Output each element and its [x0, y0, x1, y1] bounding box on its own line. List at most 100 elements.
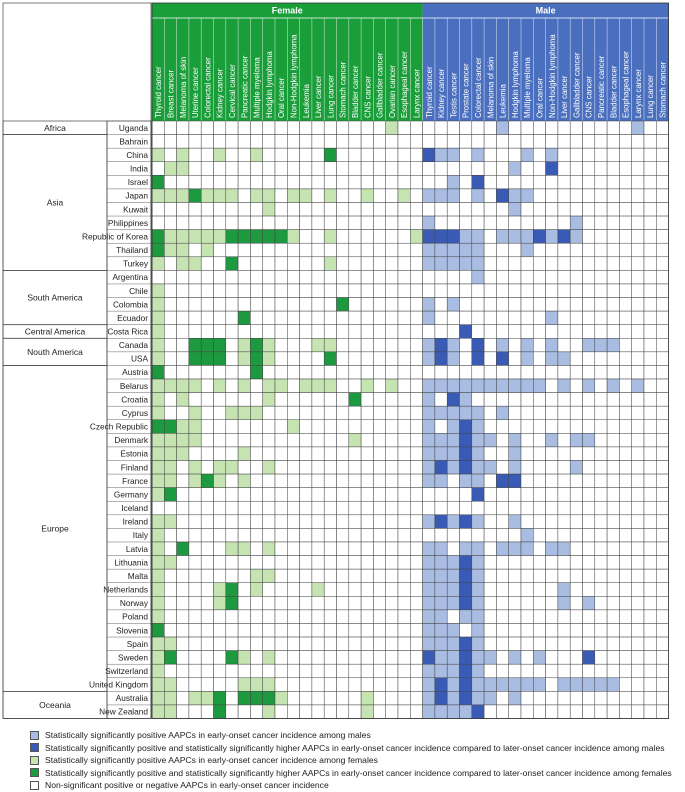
heatmap-cell: [348, 338, 362, 353]
heatmap-cell: [262, 568, 276, 583]
heatmap-cell: [410, 215, 423, 230]
heatmap-cell: [410, 229, 423, 244]
heatmap-cell: [237, 310, 251, 325]
heatmap-cell: [360, 392, 374, 407]
heatmap-cell: [151, 120, 165, 135]
heatmap-cell: [262, 487, 276, 502]
heatmap-cell: [151, 405, 165, 421]
heatmap-cell: [287, 256, 300, 271]
heatmap-cell: [188, 256, 202, 271]
heatmap-cell: [606, 202, 620, 217]
heatmap-cell: [250, 297, 263, 312]
heatmap-cell: [471, 256, 485, 271]
heatmap-cell: [299, 324, 313, 339]
heatmap-cell: [385, 188, 399, 203]
heatmap-cell: [213, 663, 227, 679]
heatmap-cell: [483, 473, 497, 488]
heatmap-cell: [164, 419, 177, 434]
heatmap-cell: [151, 514, 165, 529]
heatmap-cell: [422, 175, 436, 190]
column-label: Pancreatic cancer: [240, 55, 249, 118]
heatmap-cell: [360, 242, 374, 258]
country-label: Norway: [120, 598, 149, 608]
heatmap-cell: [606, 147, 620, 162]
heatmap-cell: [323, 202, 337, 217]
heatmap-cell: [164, 514, 177, 529]
heatmap-cell: [422, 188, 436, 203]
heatmap-cell: [323, 256, 337, 271]
heatmap-cell: [545, 134, 559, 149]
heatmap-cell: [250, 446, 263, 461]
heatmap-cell: [336, 704, 350, 719]
country-label: China: [126, 150, 148, 160]
heatmap-cell: [545, 120, 559, 135]
heatmap-cell: [582, 691, 596, 706]
heatmap-cell: [360, 120, 374, 135]
heatmap-cell: [545, 338, 559, 353]
heatmap-cell: [446, 528, 460, 543]
heatmap-cell: [606, 134, 620, 149]
heatmap-cell: [434, 460, 448, 475]
heatmap-cell: [656, 242, 669, 258]
heatmap-cell: [164, 623, 177, 638]
heatmap-cell: [483, 514, 497, 529]
heatmap-cell: [569, 596, 583, 611]
heatmap-cell: [164, 215, 177, 230]
heatmap-cell: [287, 623, 300, 638]
heatmap-cell: [262, 596, 276, 611]
heatmap-cell: [287, 242, 300, 258]
heatmap-cell: [557, 351, 571, 366]
heatmap-cell: [299, 514, 313, 529]
heatmap-cell: [606, 473, 620, 488]
heatmap-cell: [188, 568, 202, 583]
heatmap-cell: [520, 528, 534, 543]
heatmap-cell: [471, 120, 485, 135]
heatmap-cell: [311, 351, 325, 366]
heatmap-cell: [348, 691, 362, 706]
heatmap-cell: [508, 473, 522, 488]
heatmap-cell: [385, 596, 399, 611]
heatmap-cell: [360, 623, 374, 638]
heatmap-cell: [274, 120, 288, 135]
country-label: Finland: [121, 462, 149, 472]
heatmap-cell: [200, 120, 214, 135]
heatmap-cell: [225, 609, 239, 624]
heatmap-cell: [188, 609, 202, 624]
heatmap-cell: [336, 433, 350, 448]
heatmap-cell: [533, 378, 546, 393]
heatmap-cell: [299, 419, 313, 434]
heatmap-cell: [213, 555, 227, 570]
heatmap-cell: [446, 433, 460, 448]
heatmap-cell: [360, 229, 374, 244]
heatmap-cell: [262, 460, 276, 475]
heatmap-cell: [631, 147, 645, 162]
heatmap-cell: [631, 283, 645, 298]
heatmap-cell: [188, 446, 202, 461]
heatmap-cell: [410, 582, 423, 597]
heatmap-cell: [483, 596, 497, 611]
heatmap-cell: [434, 514, 448, 529]
heatmap-cell: [336, 134, 350, 149]
heatmap-cell: [225, 297, 239, 312]
heatmap-cell: [594, 500, 608, 516]
heatmap-cell: [250, 691, 263, 706]
heatmap-cell: [459, 134, 473, 149]
legend-swatch: [30, 755, 39, 765]
heatmap-cell: [483, 528, 497, 543]
heatmap-cell: [594, 324, 608, 339]
heatmap-cell: [188, 419, 202, 434]
heatmap-cell: [164, 446, 177, 461]
heatmap-cell: [348, 623, 362, 638]
heatmap-cell: [459, 120, 473, 135]
heatmap-cell: [225, 691, 239, 706]
heatmap-cell: [237, 555, 251, 570]
legend-item: Statistically significantly positive and…: [30, 767, 680, 780]
heatmap-cell: [606, 365, 620, 380]
heatmap-cell: [176, 405, 190, 421]
heatmap-cell: [373, 270, 386, 285]
heatmap-cell: [311, 229, 325, 244]
heatmap-cell: [311, 487, 325, 502]
heatmap-cell: [545, 677, 559, 692]
heatmap-cell: [631, 623, 645, 638]
heatmap-cell: [200, 175, 214, 190]
